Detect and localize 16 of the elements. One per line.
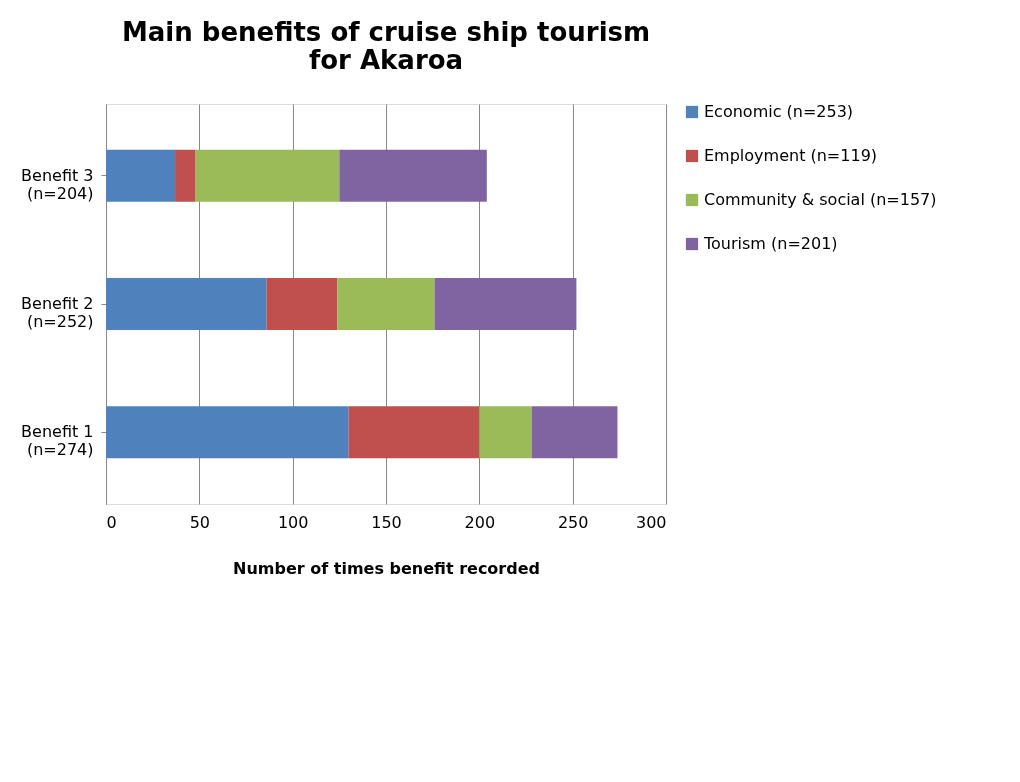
x-tick-label: 0: [106, 512, 117, 532]
x-tick-label: 200: [464, 512, 496, 532]
x-tick-label: 50: [189, 512, 211, 532]
x-tick-label: 150: [371, 512, 402, 532]
x-tick-label: 300: [635, 512, 667, 532]
legend-label: Community & social (n=157): [704, 190, 937, 209]
chart-title: Main benefits of cruise ship tourism for Akaroa: [121, 17, 651, 75]
y-tick-label: Benefit 3 (n=204): [21, 165, 94, 203]
legend-label: Tourism (n=201): [703, 234, 838, 253]
x-tick-label: 250: [557, 512, 589, 532]
legend-label: Employment (n=119): [704, 146, 878, 165]
x-tick-label: 100: [277, 512, 309, 532]
y-tick-label: Benefit 1 (n=274): [21, 422, 94, 460]
legend-label: Economic (n=253): [704, 102, 854, 121]
y-tick-label: Benefit 2 (n=252): [21, 294, 94, 331]
x-axis-title: Number of times benefit recorded: [233, 558, 540, 578]
